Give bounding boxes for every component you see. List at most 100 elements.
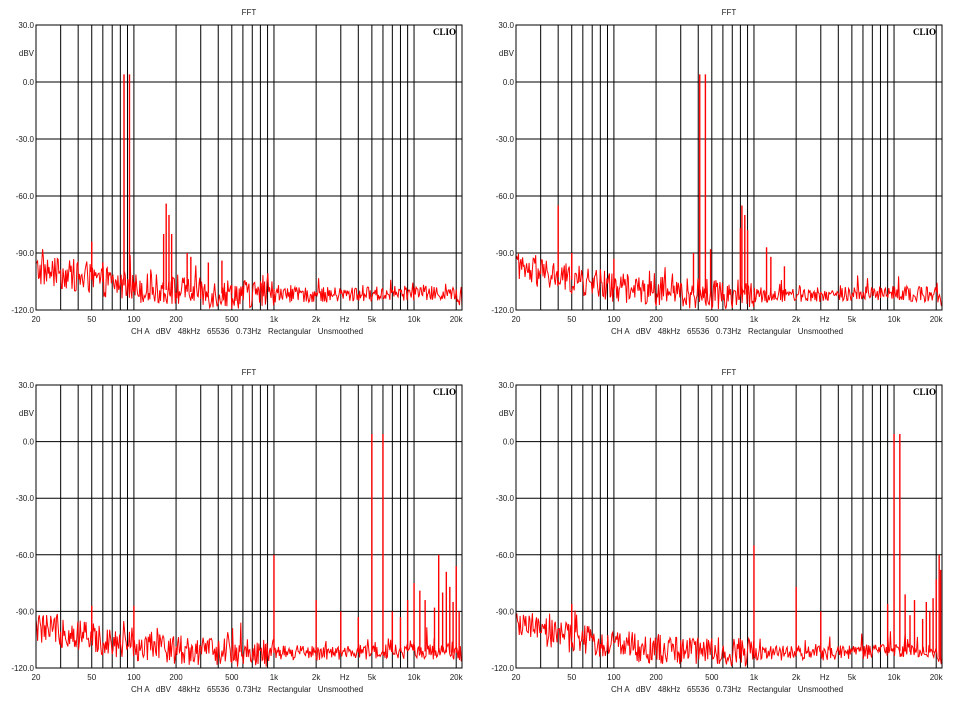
x-tick-label: 2k xyxy=(792,315,801,324)
measurement-settings: CH A dBV 48kHz 65536 0.73Hz Rectangular … xyxy=(611,327,843,336)
noise-floor-trace xyxy=(35,613,463,667)
x-tick-label: 500 xyxy=(705,673,719,682)
y-tick-label: -30.0 xyxy=(16,494,35,503)
x-axis-unit: Hz xyxy=(340,315,350,324)
x-tick-label: 20 xyxy=(512,315,521,324)
x-tick-label: 100 xyxy=(607,673,621,682)
fft-panel: FFT 30.0 0.0 -30.0 -60.0 -90.0 -120.0 dBV 20 50 10… xyxy=(11,8,463,336)
x-tick-label: 50 xyxy=(87,315,96,324)
noise-floor-trace xyxy=(35,249,463,310)
y-tick-label: -90.0 xyxy=(496,249,515,258)
y-axis-unit: dBV xyxy=(19,49,35,58)
x-tick-label: 20 xyxy=(32,315,41,324)
x-tick-label: 20k xyxy=(930,673,944,682)
x-tick-label: 500 xyxy=(225,673,239,682)
plot-frame xyxy=(515,384,943,669)
x-tick-label: 500 xyxy=(225,315,239,324)
grid-lines xyxy=(516,384,942,669)
x-tick-label: 1k xyxy=(270,315,279,324)
y-tick-label: 0.0 xyxy=(503,438,515,447)
x-tick-label: 1k xyxy=(750,315,759,324)
x-tick-label: 10k xyxy=(888,315,902,324)
y-tick-label: -60.0 xyxy=(496,551,515,560)
x-tick-label: 100 xyxy=(127,315,141,324)
grid-lines xyxy=(36,24,462,311)
y-tick-label: -90.0 xyxy=(16,249,35,258)
x-tick-label: 5k xyxy=(368,315,377,324)
plot-area xyxy=(36,385,462,668)
y-tick-label: 30.0 xyxy=(498,21,514,30)
chart-title: FFT xyxy=(722,368,737,377)
x-tick-label: 20k xyxy=(450,673,464,682)
clio-brand-label: CLIO xyxy=(433,387,456,397)
x-tick-label: 10k xyxy=(408,673,422,682)
y-axis-unit: dBV xyxy=(19,409,35,418)
noise-floor-trace xyxy=(515,253,943,310)
y-tick-label: 0.0 xyxy=(23,78,35,87)
y-axis-unit: dBV xyxy=(499,49,515,58)
x-tick-label: 100 xyxy=(127,673,141,682)
measurement-settings: CH A dBV 48kHz 65536 0.73Hz Rectangular … xyxy=(131,327,363,336)
x-tick-label: 5k xyxy=(368,673,377,682)
y-axis-unit: dBV xyxy=(499,409,515,418)
x-tick-label: 20k xyxy=(450,315,464,324)
measurement-settings: CH A dBV 48kHz 65536 0.73Hz Rectangular … xyxy=(131,685,363,694)
x-tick-label: 20k xyxy=(930,315,944,324)
plot-area xyxy=(516,385,942,668)
chart-title: FFT xyxy=(242,8,257,17)
clio-brand-label: CLIO xyxy=(913,27,936,37)
fft-panel: FFT 30.0 0.0 -30.0 -60.0 -90.0 -120.0 dBV 20 50 10… xyxy=(491,368,943,694)
y-tick-label: 30.0 xyxy=(498,381,514,390)
y-tick-label: -90.0 xyxy=(496,607,515,616)
x-axis-unit: Hz xyxy=(820,315,830,324)
y-tick-label: -120.0 xyxy=(11,664,34,673)
measurement-settings: CH A dBV 48kHz 65536 0.73Hz Rectangular … xyxy=(611,685,843,694)
fft-panel: FFT 30.0 0.0 -30.0 -60.0 -90.0 -120.0 dBV 20 50 10… xyxy=(11,368,463,694)
fft-panel: FFT 30.0 0.0 -30.0 -60.0 -90.0 -120.0 dBV 20 50 10… xyxy=(491,8,943,336)
y-tick-label: 0.0 xyxy=(503,78,515,87)
x-tick-label: 5k xyxy=(848,315,857,324)
x-tick-label: 200 xyxy=(649,673,663,682)
y-tick-label: -120.0 xyxy=(491,306,514,315)
x-tick-label: 10k xyxy=(888,673,902,682)
y-tick-label: -30.0 xyxy=(496,135,515,144)
x-tick-label: 100 xyxy=(607,315,621,324)
x-tick-label: 1k xyxy=(270,673,279,682)
y-tick-label: 30.0 xyxy=(18,381,34,390)
clio-brand-label: CLIO xyxy=(433,27,456,37)
y-tick-label: 30.0 xyxy=(18,21,34,30)
x-tick-label: 200 xyxy=(169,315,183,324)
x-axis-unit: Hz xyxy=(340,673,350,682)
y-tick-label: 0.0 xyxy=(23,438,35,447)
x-tick-label: 50 xyxy=(87,673,96,682)
x-tick-label: 2k xyxy=(792,673,801,682)
y-tick-label: -30.0 xyxy=(16,135,35,144)
x-tick-label: 50 xyxy=(567,673,576,682)
y-tick-label: -90.0 xyxy=(16,607,35,616)
y-tick-label: -120.0 xyxy=(491,664,514,673)
x-tick-label: 200 xyxy=(649,315,663,324)
x-tick-label: 20 xyxy=(32,673,41,682)
x-axis-unit: Hz xyxy=(820,673,830,682)
x-tick-label: 500 xyxy=(705,315,719,324)
plot-area xyxy=(516,25,942,310)
plot-area xyxy=(36,25,462,310)
x-tick-label: 20 xyxy=(512,673,521,682)
x-tick-label: 1k xyxy=(750,673,759,682)
y-tick-label: -30.0 xyxy=(496,494,515,503)
plot-frame xyxy=(515,24,943,311)
x-tick-label: 10k xyxy=(408,315,422,324)
x-tick-label: 5k xyxy=(848,673,857,682)
plot-frame xyxy=(35,24,463,311)
x-tick-label: 50 xyxy=(567,315,576,324)
chart-title: FFT xyxy=(242,368,257,377)
x-tick-label: 2k xyxy=(312,315,321,324)
noise-floor-trace xyxy=(515,610,943,667)
clio-brand-label: CLIO xyxy=(913,387,936,397)
x-tick-label: 200 xyxy=(169,673,183,682)
x-tick-label: 2k xyxy=(312,673,321,682)
y-tick-label: -60.0 xyxy=(16,551,35,560)
y-tick-label: -120.0 xyxy=(11,306,34,315)
chart-title: FFT xyxy=(722,8,737,17)
